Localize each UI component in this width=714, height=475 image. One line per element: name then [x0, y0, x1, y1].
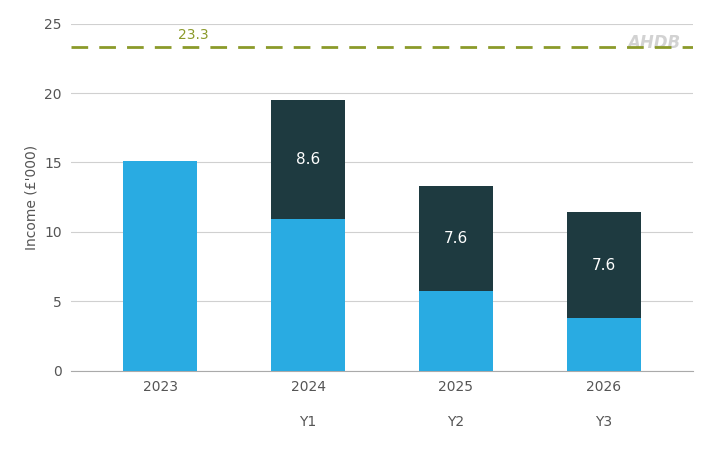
Bar: [567, 212, 640, 318]
Text: Y3: Y3: [595, 415, 613, 429]
Text: 7.6: 7.6: [592, 257, 616, 273]
Bar: [271, 219, 345, 370]
Bar: [271, 100, 345, 219]
Text: Y2: Y2: [448, 415, 465, 429]
Bar: [419, 292, 493, 370]
Bar: [419, 186, 493, 292]
Y-axis label: Income (£'000): Income (£'000): [24, 144, 39, 250]
Text: 23.3: 23.3: [178, 28, 208, 42]
Text: 8.6: 8.6: [296, 152, 320, 167]
Text: Y1: Y1: [299, 415, 317, 429]
Text: 7.6: 7.6: [444, 231, 468, 246]
Text: AHDB: AHDB: [627, 34, 680, 52]
Bar: [123, 161, 197, 370]
Bar: [567, 318, 640, 370]
